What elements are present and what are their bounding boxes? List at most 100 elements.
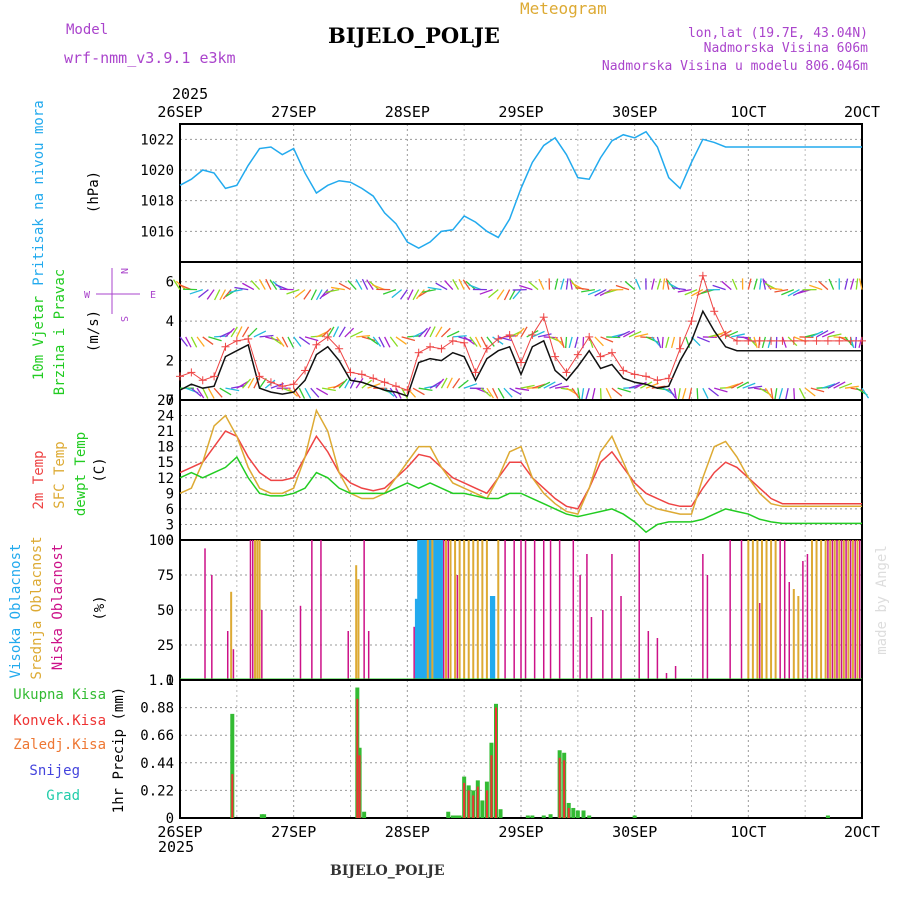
wind-barb	[855, 278, 859, 290]
wind-barb	[463, 383, 478, 389]
cloud-low-bar	[647, 631, 650, 680]
precip-total-bar	[362, 811, 367, 818]
wind-barb	[565, 278, 569, 290]
bottom-time-axis: 26SEP 27SEP 28SEP 29SEP 30SEP 1OCT 2OCT	[157, 823, 880, 841]
wind-barb	[491, 387, 499, 399]
wind-barb	[804, 387, 816, 397]
wind-barb	[474, 336, 482, 348]
wind-barb	[429, 380, 442, 389]
wind-barb	[520, 384, 535, 389]
compass-east: E	[150, 290, 156, 301]
precip-total-bar	[480, 800, 485, 818]
wind-barb	[241, 326, 250, 338]
wind-barb	[207, 387, 215, 399]
wind-barb	[628, 383, 643, 389]
wind-barb	[236, 326, 243, 338]
wind-barb	[462, 279, 471, 290]
wind-barb	[258, 279, 266, 290]
wind-barb	[809, 284, 823, 291]
wind-barb	[543, 381, 556, 389]
precip-total-bar	[571, 807, 576, 818]
cloud-low-bar	[827, 540, 829, 680]
wind-barb	[347, 280, 357, 291]
wind-barb	[712, 284, 726, 291]
wind-barb	[753, 336, 758, 349]
wind-barb	[480, 336, 488, 348]
cloud-low-bar	[845, 540, 847, 680]
legend-freezing-rain: Zaledj.Kisa	[13, 737, 106, 753]
wind-barb	[512, 289, 522, 300]
cloud-low-bar	[226, 631, 229, 680]
wind-barb	[196, 387, 205, 399]
wind-barb	[382, 288, 397, 295]
temperature-ytick-label: 9	[166, 486, 174, 502]
pressure-ytick-label: 1016	[140, 224, 174, 240]
wind-barb	[338, 282, 351, 291]
wind-barb	[190, 336, 198, 348]
wind-barb	[496, 289, 505, 300]
wind-barb	[366, 279, 374, 290]
wind-barb	[418, 387, 433, 392]
cloud-low-bar	[347, 631, 349, 680]
wind-ytick-label: 6	[166, 275, 174, 291]
wind-barb	[764, 387, 773, 399]
wind-barb	[828, 278, 835, 290]
cloud-mid-bar	[829, 540, 832, 680]
wind-barb	[384, 336, 391, 348]
wind-barb	[519, 284, 533, 291]
cloud-low-bar	[311, 540, 313, 680]
compass-west: W	[84, 290, 91, 301]
cloud-mid-bar	[747, 540, 750, 680]
wind-barb	[688, 388, 693, 400]
wind-barb	[731, 333, 745, 338]
wind-barb	[753, 278, 758, 290]
wind-barb	[624, 280, 636, 291]
wind-barb	[594, 289, 607, 297]
cloud-low-bar	[638, 540, 640, 680]
cloud-mid-bar	[431, 540, 434, 680]
wind-barb	[458, 379, 469, 389]
cloud-mid-bar	[751, 540, 754, 680]
wind-barb	[287, 336, 294, 348]
wind-barb	[554, 278, 559, 290]
wind-barb	[172, 279, 181, 290]
cloud-low-bar	[320, 540, 322, 680]
precip-ytick-label: 0.66	[140, 728, 174, 744]
wind-barb	[319, 289, 329, 300]
wind-barb	[850, 336, 855, 349]
wind-barb	[479, 288, 493, 295]
wind-barb	[344, 327, 355, 338]
wind-barb	[247, 377, 255, 389]
product-title: Meteogram	[520, 0, 607, 18]
top-time-label: 28SEP	[385, 103, 430, 121]
wind-barb	[270, 336, 282, 345]
wind-barb	[435, 378, 445, 389]
wind-barb	[208, 336, 222, 342]
wind-barb	[549, 382, 563, 389]
clouds-ytick-label: 25	[157, 638, 174, 654]
wind-barb	[671, 287, 686, 291]
wind-barb	[747, 278, 752, 290]
wind-barb	[690, 289, 704, 297]
cloud-mid-bar	[833, 540, 836, 680]
wind-barb	[371, 284, 385, 291]
wind-barb	[458, 278, 465, 290]
cloud-low-bar	[520, 540, 522, 680]
wind-barb	[259, 377, 267, 389]
bottom-time-label: 1OCT	[730, 823, 766, 841]
wind-barb	[810, 387, 825, 393]
wind-barb	[742, 382, 756, 389]
cloud-mid-bar	[357, 579, 360, 680]
cloud-mid-bar	[256, 540, 259, 680]
cloud-low-bar	[802, 561, 804, 680]
temp-ylabel-3: dewpt Temp	[73, 432, 89, 516]
cloud-low-bar	[840, 540, 843, 680]
legend-total-rain: Ukupna Kisa	[13, 687, 106, 703]
cloud-low-bar	[590, 617, 593, 680]
cloud-low-bar	[363, 540, 365, 680]
cloud-low-bar	[779, 540, 781, 680]
wind-barb	[503, 289, 511, 301]
legend-snow: Snijeg	[29, 763, 80, 779]
wind-barb	[440, 377, 448, 389]
